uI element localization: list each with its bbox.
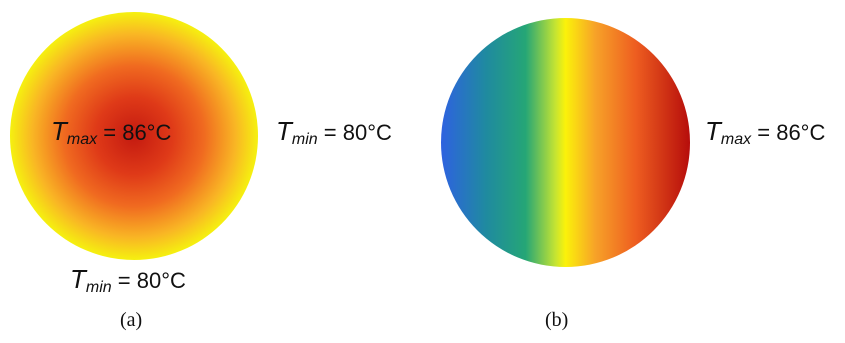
temperature-disc-b (441, 18, 690, 267)
tmin-label-a-bottom: Tmin = 80°C (70, 266, 186, 296)
tmin-symbol: T (70, 264, 86, 294)
tmin-label-a-right: Tmin = 80°C (276, 118, 392, 148)
tmin-subscript: min (291, 131, 318, 148)
temperature-disc-a (10, 12, 258, 260)
tmin-value: = 80°C (323, 120, 392, 145)
tmax-value: = 86°C (103, 120, 172, 145)
tmax-label-a: Tmax = 86°C (51, 118, 171, 148)
tmax-subscript: max (720, 131, 752, 148)
tmax-subscript: max (66, 131, 98, 148)
tmin-value: = 80°C (117, 268, 186, 293)
tmin-symbol: T (276, 116, 292, 146)
caption-b: (b) (545, 309, 569, 331)
tmax-symbol: T (705, 116, 721, 146)
caption-a: (a) (120, 309, 143, 331)
tmax-label-b: Tmax = 86°C (705, 118, 825, 148)
tmax-value: = 86°C (757, 120, 826, 145)
tmin-subscript: min (85, 279, 112, 296)
tmax-symbol: T (51, 116, 67, 146)
